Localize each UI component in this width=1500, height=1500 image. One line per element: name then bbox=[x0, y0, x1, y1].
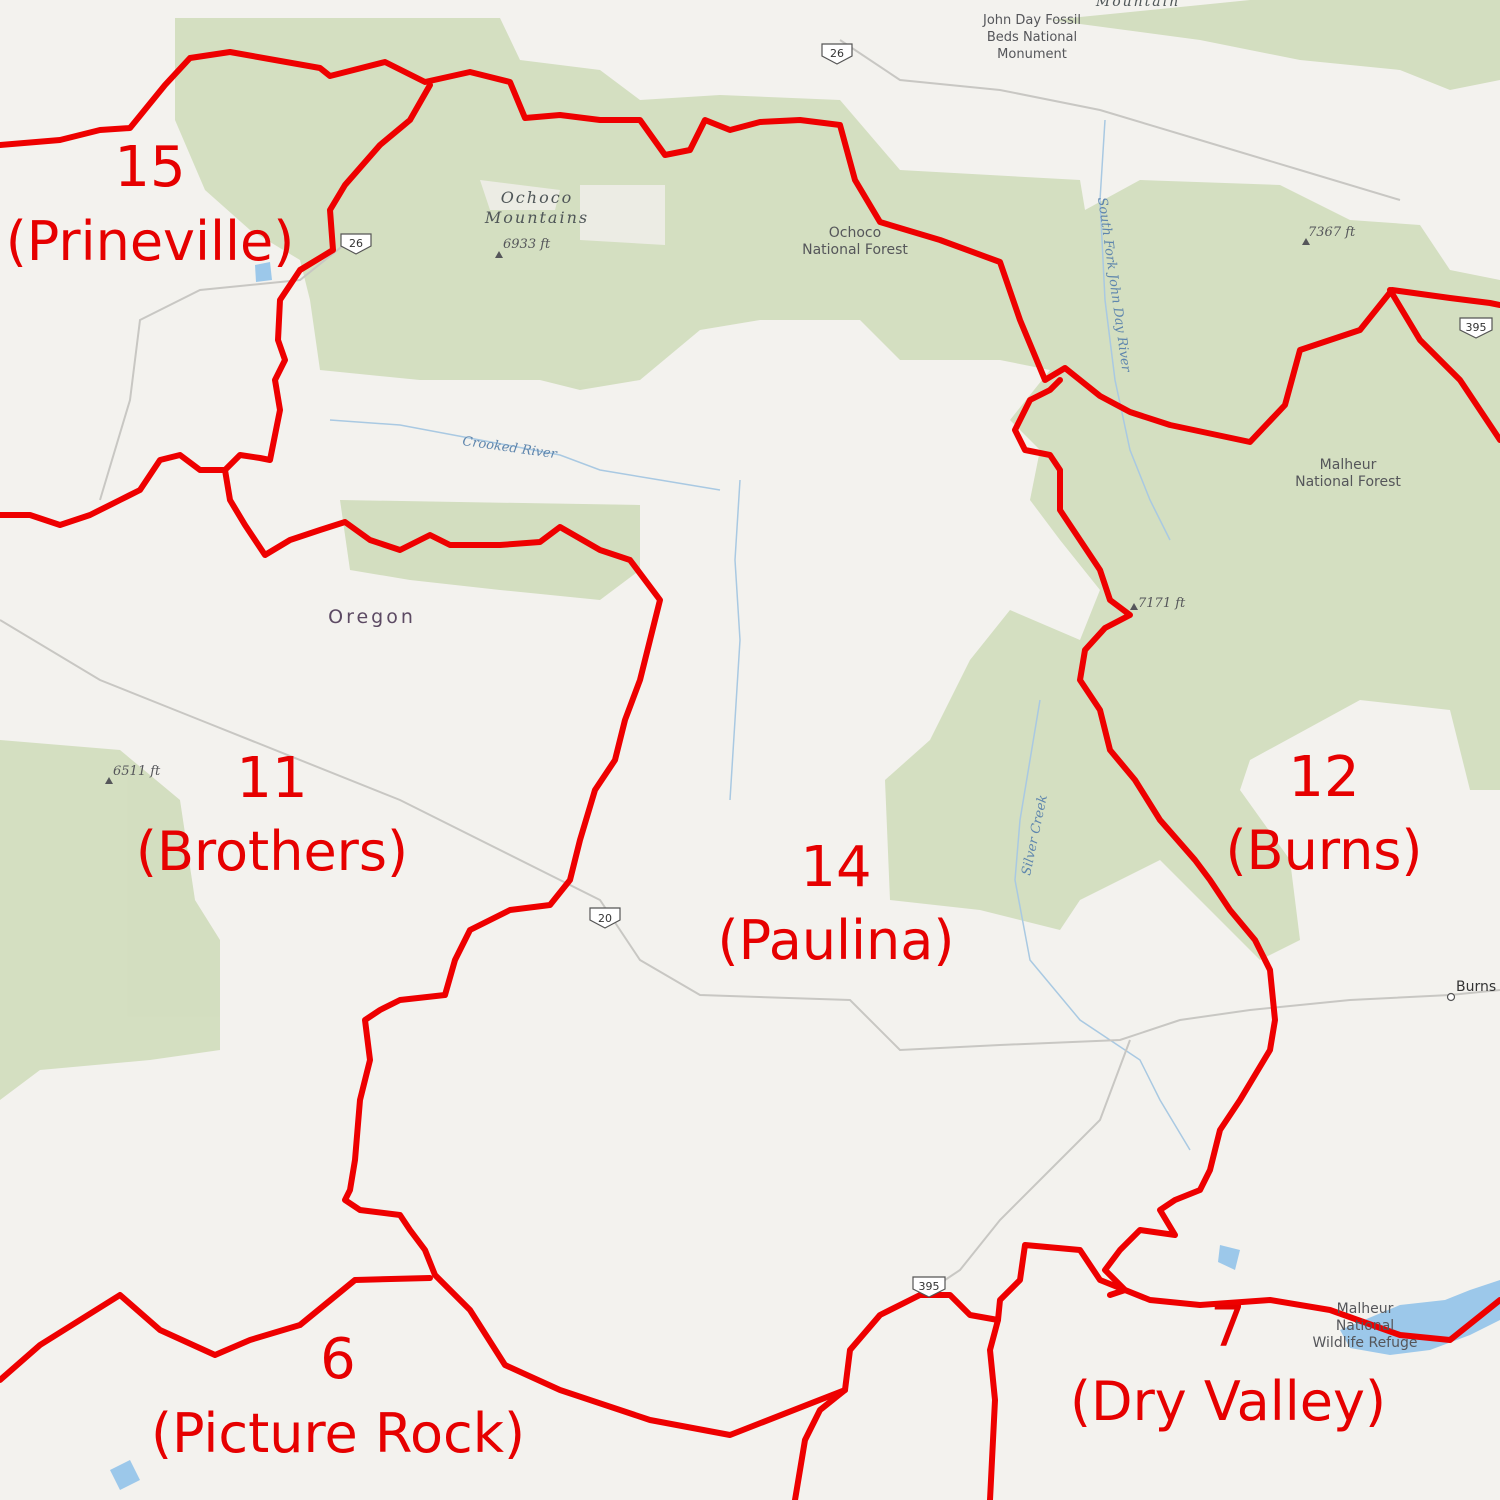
highway-shield-26-north: 26 bbox=[821, 43, 853, 65]
unit-11-name: (Brothers) bbox=[136, 820, 408, 883]
boundary-brothers-north bbox=[0, 452, 228, 528]
unit-7-number: 7 bbox=[1210, 1295, 1246, 1360]
svg-text:26: 26 bbox=[349, 237, 363, 250]
malheur-refuge-label-line3: Wildlife Refuge bbox=[1313, 1335, 1418, 1351]
forest-areas bbox=[0, 0, 1500, 1100]
crooked-river-line bbox=[329, 419, 721, 491]
ochoco-mountains-label-line1: Ochoco bbox=[501, 188, 574, 207]
highway-shield-395-south: 395 bbox=[912, 1276, 946, 1298]
state-label: Oregon bbox=[328, 606, 416, 628]
boundary-dry-valley bbox=[987, 1242, 1500, 1500]
highway-shield-20: 20 bbox=[589, 907, 621, 929]
malheur-refuge-label-line1: Malheur bbox=[1337, 1301, 1394, 1317]
unit-7-name: (Dry Valley) bbox=[1070, 1370, 1386, 1433]
roads bbox=[0, 39, 1500, 1291]
highway-20-line bbox=[0, 619, 1500, 1052]
boundary-paulina-east bbox=[1012, 377, 1278, 1298]
peak-marker-3 bbox=[1130, 603, 1138, 610]
unit-6-name: (Picture Rock) bbox=[151, 1402, 525, 1465]
john-day-label-line2: Beds National bbox=[987, 30, 1077, 45]
ochoco-forest-label-line1: Ochoco bbox=[829, 225, 881, 241]
peak-marker-1 bbox=[495, 251, 503, 258]
forest-patch-oregon bbox=[340, 500, 640, 600]
small-lake-1 bbox=[1218, 1245, 1240, 1270]
ochoco-forest-label-line2: National Forest bbox=[802, 242, 908, 258]
unit-14-number: 14 bbox=[800, 835, 871, 900]
unit-12-number: 12 bbox=[1288, 745, 1359, 810]
clearing-1 bbox=[580, 185, 665, 245]
john-day-label-line1: John Day Fossil bbox=[982, 13, 1081, 28]
unit-11-number: 11 bbox=[236, 746, 307, 811]
malheur-refuge-label-line2: National bbox=[1336, 1318, 1394, 1334]
boundary-south-spur bbox=[792, 1387, 848, 1500]
ochoco-forest bbox=[175, 18, 1500, 960]
small-lake-2 bbox=[110, 1460, 140, 1490]
forest-clearings bbox=[480, 180, 665, 245]
unit-12-name: (Burns) bbox=[1225, 819, 1422, 882]
ochoco-mountains-label-line2: Mountains bbox=[484, 208, 589, 227]
unit-6-number: 6 bbox=[320, 1327, 356, 1392]
city-burns-label: Burns bbox=[1456, 979, 1496, 995]
boundary-paulina-west bbox=[222, 82, 848, 1438]
elevation-7171: 7171 ft bbox=[1138, 596, 1186, 611]
unit-14-name: (Paulina) bbox=[718, 909, 955, 972]
small-lake-3 bbox=[255, 262, 272, 282]
unit-boundaries bbox=[0, 49, 1500, 1500]
clearing-2 bbox=[480, 180, 560, 210]
svg-text:20: 20 bbox=[598, 912, 612, 925]
boundary-picture-rock bbox=[0, 1275, 433, 1383]
malheur-lake bbox=[1340, 1280, 1500, 1355]
creek-line bbox=[729, 479, 741, 801]
silver-creek-line bbox=[1014, 699, 1191, 1151]
highway-shield-395-ne: 395 bbox=[1459, 317, 1493, 339]
svg-text:26: 26 bbox=[830, 47, 844, 60]
burns-city-dot bbox=[1446, 992, 1456, 1002]
forest-patch-west bbox=[0, 740, 220, 1100]
elevation-7367: 7367 ft bbox=[1308, 225, 1356, 240]
peak-marker-4 bbox=[105, 777, 113, 784]
highway-395-line bbox=[929, 1039, 1131, 1291]
john-day-label-line3: Monument bbox=[997, 47, 1067, 62]
mountain-label: Mountain bbox=[1095, 0, 1180, 10]
boundary-north bbox=[0, 49, 1500, 445]
boundary-395-segment bbox=[842, 1292, 1001, 1393]
svg-text:395: 395 bbox=[1466, 321, 1487, 334]
south-fork-line bbox=[1099, 119, 1171, 541]
malheur-forest-label-line1: Malheur bbox=[1320, 457, 1377, 473]
forest-patch-ne bbox=[1050, 0, 1500, 90]
highway-26-west bbox=[99, 239, 351, 501]
highway-shield-26-west: 26 bbox=[340, 233, 372, 255]
rivers bbox=[329, 119, 1191, 1151]
peak-marker-2 bbox=[1302, 238, 1310, 245]
unit-15-number: 15 bbox=[114, 135, 185, 200]
svg-text:395: 395 bbox=[919, 1280, 940, 1293]
water-bodies bbox=[110, 262, 1500, 1490]
elevation-6511: 6511 ft bbox=[113, 764, 161, 779]
boundary-burns-east bbox=[1387, 287, 1500, 443]
unit-15-name: (Prineville) bbox=[6, 210, 295, 273]
elevation-6933: 6933 ft bbox=[503, 237, 551, 252]
malheur-forest-label-line2: National Forest bbox=[1295, 474, 1401, 490]
highway-26-north bbox=[839, 39, 1401, 201]
